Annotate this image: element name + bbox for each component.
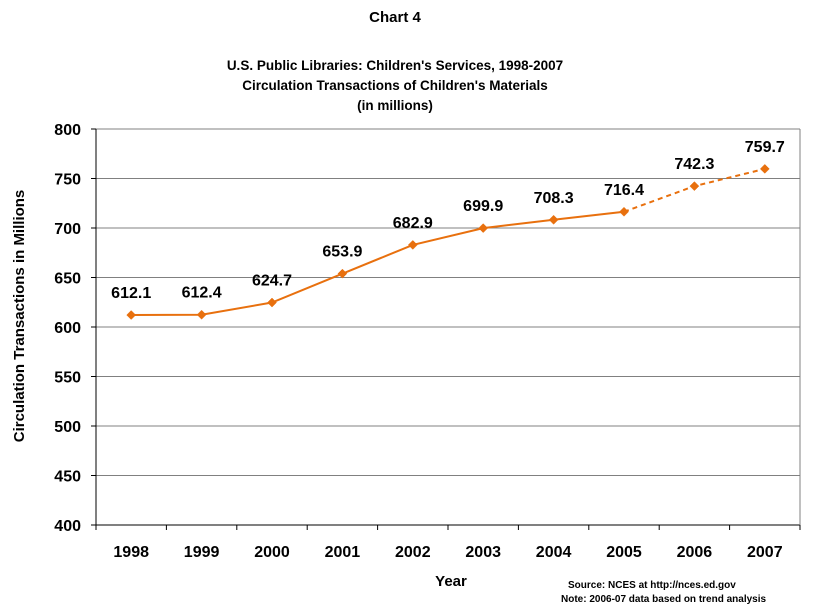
data-label: 708.3	[534, 190, 574, 207]
x-tick-label: 2006	[677, 544, 713, 561]
x-tick-label: 1999	[184, 544, 220, 561]
y-tick-labels: 400 450 500 550 600 650 700 750 800	[54, 122, 81, 535]
series-line-actual	[131, 210, 625, 317]
data-label: 742.3	[674, 156, 714, 173]
data-label: 612.1	[111, 285, 151, 302]
y-tick-label: 800	[54, 122, 81, 139]
data-label: 699.9	[463, 198, 503, 215]
y-axis-label: Circulation Transactions in Millions	[11, 190, 28, 443]
data-point-marker	[196, 309, 207, 320]
chart-title: U.S. Public Libraries: Children's Servic…	[227, 58, 563, 73]
x-tick-label: 2005	[606, 544, 642, 561]
data-label: 716.4	[604, 182, 644, 199]
data-label: 612.4	[182, 285, 222, 302]
data-point-marker	[407, 240, 418, 250]
x-tick-label: 2002	[395, 544, 431, 561]
data-point-marker	[759, 164, 770, 174]
x-tick-label: 2007	[747, 544, 783, 561]
data-point-marker	[267, 297, 277, 308]
data-point-marker	[478, 223, 489, 233]
y-tick-label: 700	[54, 221, 81, 238]
chart-subtitle: Circulation Transactions of Children's M…	[242, 78, 548, 93]
x-tick-label: 2000	[254, 544, 290, 561]
data-point-marker	[689, 181, 700, 191]
data-points	[126, 164, 770, 320]
series-line	[131, 167, 766, 317]
source-note: Source: NCES at http://nces.ed.gov	[568, 580, 736, 591]
x-tick-label: 2003	[465, 544, 501, 561]
y-tick-label: 450	[54, 469, 81, 486]
data-label: 624.7	[252, 273, 292, 290]
y-tick-label: 400	[54, 518, 81, 535]
y-tick-label: 650	[54, 271, 81, 288]
y-tick-label: 750	[54, 172, 81, 189]
data-point-marker	[548, 214, 559, 225]
chart-label: Chart 4	[369, 9, 421, 26]
x-tick-labels: 1998 1999 2000 2001 2002 2003 2004 2005 2006 2007	[113, 544, 782, 561]
y-tick-label: 550	[54, 370, 81, 387]
data-label: 682.9	[393, 215, 433, 232]
data-label: 653.9	[322, 244, 362, 261]
y-tick-label: 600	[54, 320, 81, 337]
x-axis-label: Year	[435, 573, 467, 590]
data-label: 759.7	[745, 139, 785, 156]
data-point-marker	[126, 310, 137, 320]
y-tick-label: 500	[54, 419, 81, 436]
data-point-marker	[337, 268, 348, 279]
data-labels: 612.1 612.4 624.7 653.9 682.9 699.9 708.3 716.4…	[111, 139, 785, 302]
data-point-marker	[619, 206, 629, 217]
chart-subtitle-units: (in millions)	[357, 98, 433, 113]
x-tick-label: 1998	[113, 544, 149, 561]
trend-note: Note: 2006-07 data based on trend analys…	[561, 594, 767, 605]
axes	[91, 128, 801, 530]
x-tick-label: 2004	[536, 544, 572, 561]
x-tick-label: 2001	[325, 544, 361, 561]
gridlines	[96, 128, 800, 476]
